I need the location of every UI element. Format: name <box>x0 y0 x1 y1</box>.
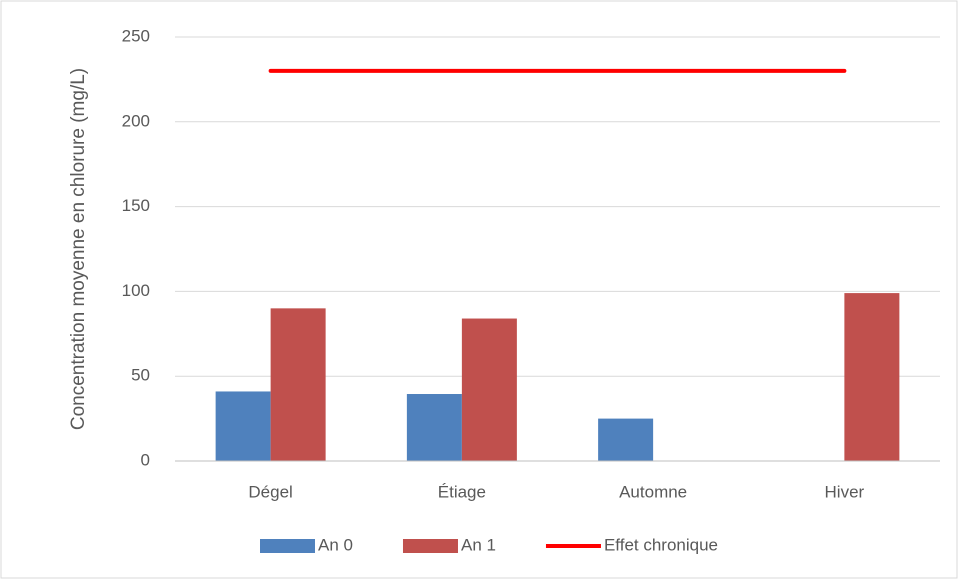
bar <box>598 418 654 461</box>
bar <box>270 308 326 461</box>
x-tick-label: Hiver <box>825 482 865 501</box>
legend-label: An 1 <box>461 535 496 554</box>
y-tick-label: 100 <box>122 281 150 300</box>
y-tick-label: 250 <box>122 26 150 45</box>
x-tick-label: Automne <box>619 482 687 501</box>
legend-label: Effet chronique <box>604 535 718 554</box>
x-tick-label: Étiage <box>438 482 486 501</box>
legend-swatch <box>260 539 315 553</box>
y-tick-label: 0 <box>141 450 150 469</box>
legend-label: An 0 <box>318 535 353 554</box>
bar <box>406 394 462 461</box>
y-tick-label: 50 <box>131 366 150 385</box>
bar <box>461 318 517 461</box>
x-tick-label: Dégel <box>248 482 292 501</box>
y-tick-label: 200 <box>122 111 150 130</box>
y-tick-label: 150 <box>122 196 150 215</box>
legend-swatch <box>402 539 458 553</box>
y-axis-label: Concentration moyenne en chlorure (mg/L) <box>68 67 89 431</box>
bar <box>844 293 900 461</box>
bar <box>215 391 271 461</box>
